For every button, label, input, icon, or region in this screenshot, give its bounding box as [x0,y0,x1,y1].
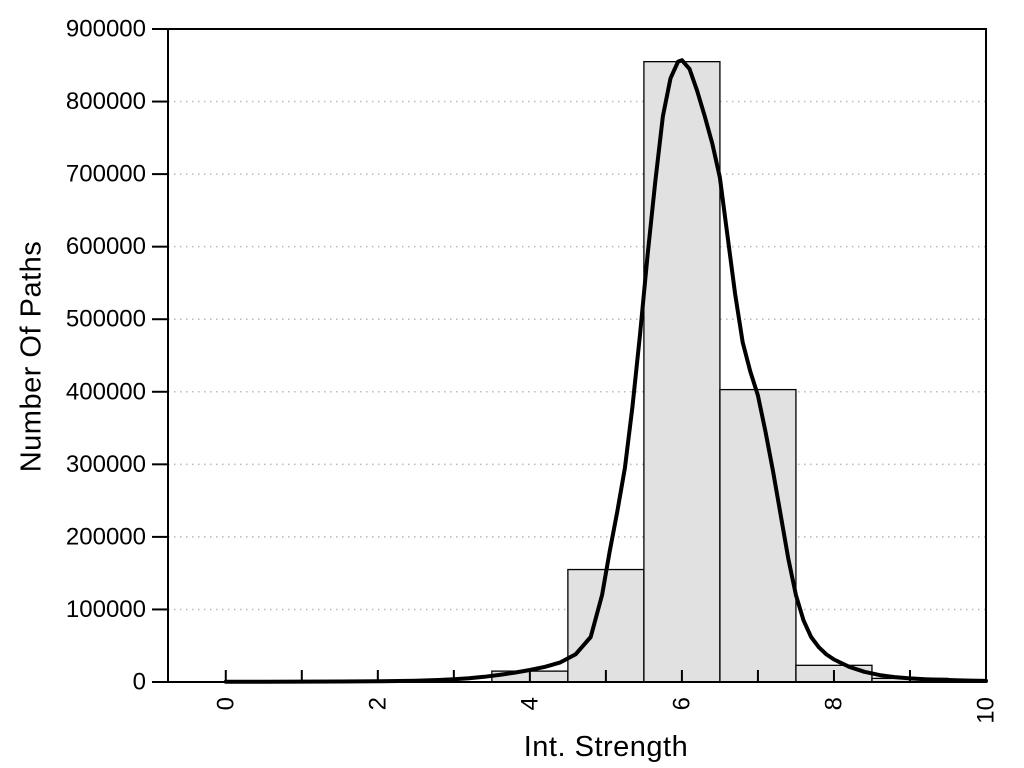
y-tick-label: 500000 [66,306,146,333]
y-tick-label: 100000 [66,596,146,623]
histogram-bar [567,568,645,683]
x-tick-label: 8 [821,697,848,710]
x-tick-label: 4 [516,697,543,710]
y-tick-label: 700000 [66,161,146,188]
plot-frame [167,28,987,683]
x-tick-label: 10 [973,697,1000,724]
y-tick-label: 800000 [66,88,146,115]
y-tick-label: 900000 [66,16,146,43]
density-curve [223,58,988,684]
y-tick-label: 200000 [66,523,146,550]
x-tick-label: 6 [668,697,695,710]
y-tick-label: 600000 [66,233,146,260]
x-tick-label: 2 [364,697,391,710]
x-axis-title: Int. Strength [523,731,689,763]
y-tick-label: 0 [133,669,146,696]
x-tick-label: 0 [212,697,239,710]
y-axis-title: Number Of Paths [15,240,48,473]
y-tick-label: 300000 [66,451,146,478]
y-tick-label: 400000 [66,378,146,405]
histogram-bar [643,61,721,683]
